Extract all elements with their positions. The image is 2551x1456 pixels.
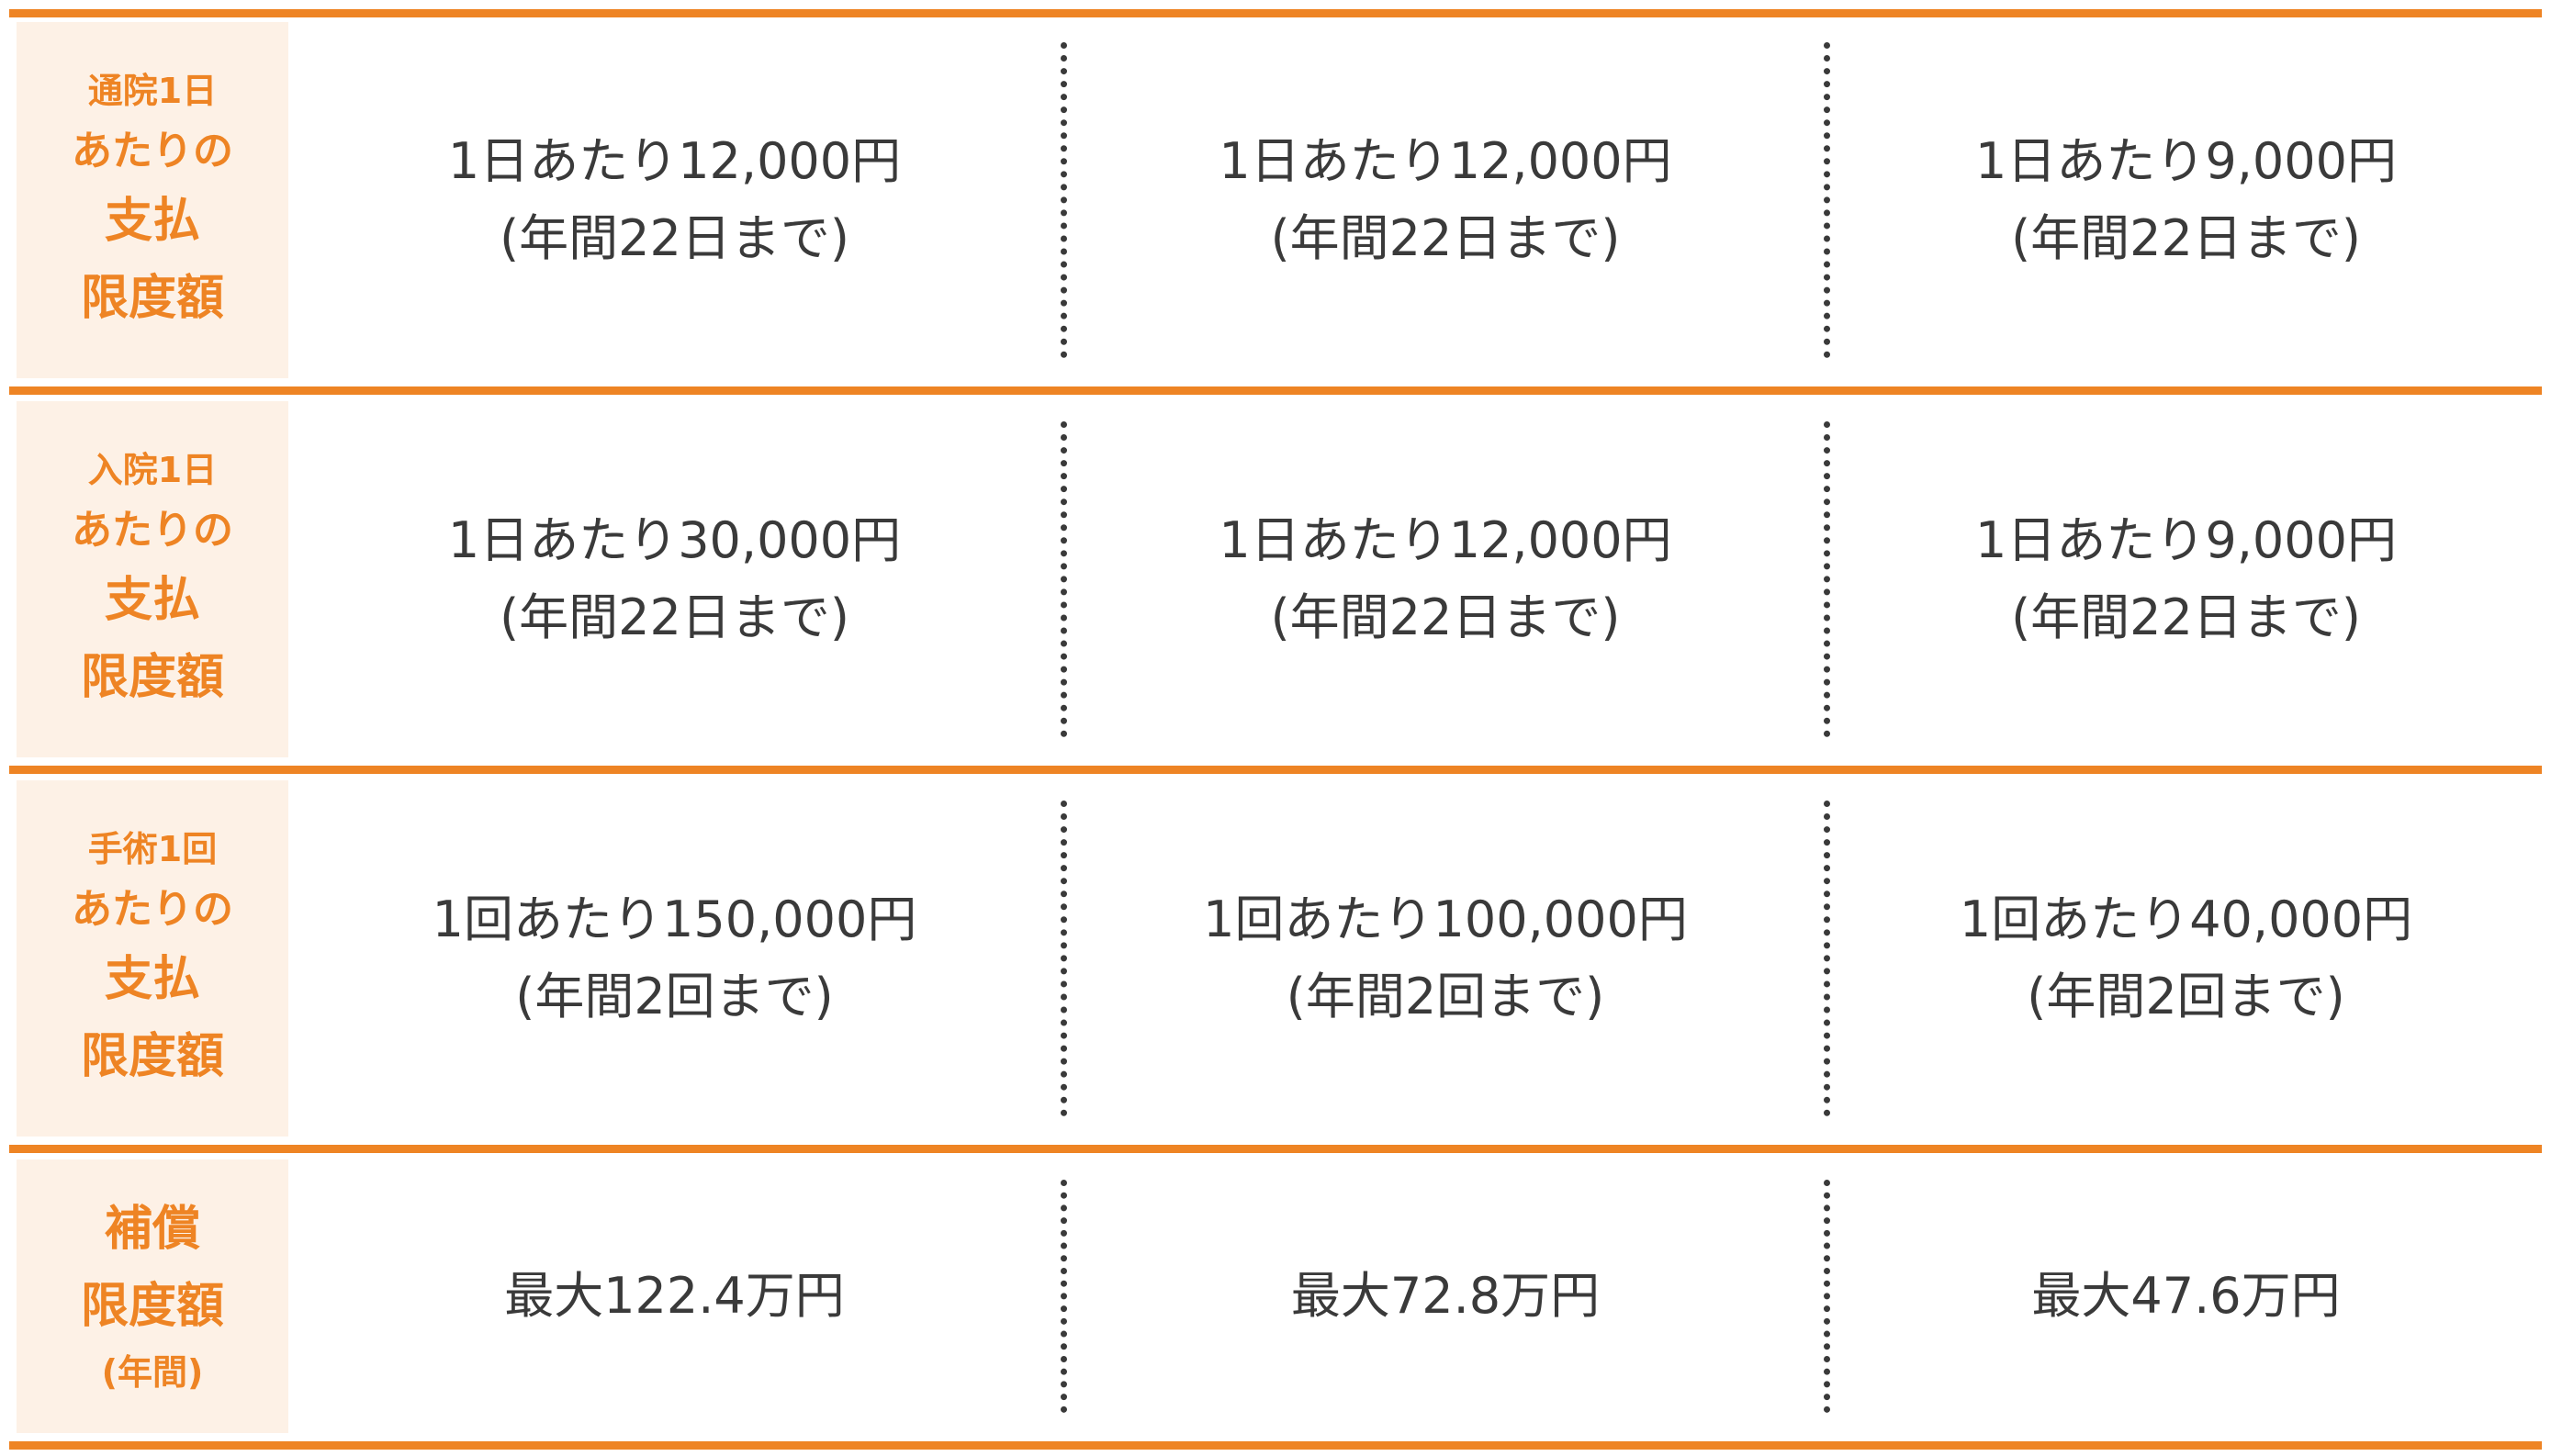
dotted-divider — [1061, 421, 1067, 737]
row-header: 入院1日 あたりの 支払 限度額 — [17, 401, 288, 757]
row-divider — [9, 9, 2542, 17]
row-divider — [9, 1441, 2542, 1450]
table-cell: 最大47.6万円 — [1830, 1159, 2542, 1433]
row-header-line: (年間) — [101, 1351, 204, 1393]
cell-amount: 1回あたり100,000円 — [1203, 890, 1688, 949]
table-cell: 1日あたり9,000円 (年間22日まで) — [1830, 401, 2542, 757]
row-divider — [9, 386, 2542, 395]
table-row-outpatient: 通院1日 あたりの 支払 限度額 1日あたり12,000円 (年間22日まで) 1… — [9, 22, 2542, 378]
dotted-divider — [1061, 801, 1067, 1116]
row-header-line: 限度額 — [80, 1278, 224, 1334]
dotted-divider — [1061, 42, 1067, 358]
cell-limit: (年間2回まで) — [1286, 968, 1605, 1025]
cell-amount: 1日あたり12,000円 — [1219, 132, 1672, 191]
table-cell: 1回あたり100,000円 (年間2回まで) — [1067, 780, 1824, 1137]
table-row-annual-limit: 補償 限度額 (年間) 最大122.4万円 最大72.8万円 最大47.6万円 — [9, 1159, 2542, 1433]
cell-amount: 1日あたり9,000円 — [1975, 132, 2397, 191]
row-header: 補償 限度額 (年間) — [17, 1159, 288, 1433]
row-header-line: 支払 — [104, 952, 200, 1008]
row-header-line: 通院1日 — [87, 71, 218, 112]
cell-limit: (年間22日まで) — [1270, 209, 1621, 267]
cell-limit: (年間22日まで) — [1270, 588, 1621, 646]
row-header-line: 限度額 — [80, 1028, 224, 1084]
cell-amount: 1日あたり12,000円 — [1219, 511, 1672, 570]
table-cell: 1日あたり12,000円 (年間22日まで) — [1067, 401, 1824, 757]
row-header-line: 支払 — [104, 573, 200, 629]
table-row-inpatient: 入院1日 あたりの 支払 限度額 1日あたり30,000円 (年間22日まで) 1… — [9, 401, 2542, 757]
cell-amount: 最大72.8万円 — [1290, 1267, 1601, 1326]
cell-amount: 1日あたり30,000円 — [447, 511, 902, 570]
cell-limit: (年間2回まで) — [2027, 968, 2345, 1025]
row-header-line: 限度額 — [80, 649, 224, 705]
cell-amount: 最大122.4万円 — [504, 1267, 845, 1326]
table-cell: 1日あたり12,000円 (年間22日まで) — [1067, 22, 1824, 378]
dotted-divider — [1061, 1180, 1067, 1413]
row-header-line: 限度額 — [80, 270, 224, 326]
cell-limit: (年間22日まで) — [2011, 209, 2361, 267]
cell-amount: 1日あたり9,000円 — [1975, 511, 2397, 570]
row-header-line: 入院1日 — [87, 450, 218, 491]
cell-amount: 最大47.6万円 — [2031, 1267, 2341, 1326]
table-cell: 1日あたり9,000円 (年間22日まで) — [1830, 22, 2542, 378]
cell-amount: 1回あたり40,000円 — [1959, 890, 2413, 949]
row-header-line: 手術1回 — [87, 829, 218, 870]
dotted-divider — [1824, 1180, 1830, 1413]
row-divider — [9, 1145, 2542, 1153]
row-divider — [9, 766, 2542, 774]
table-row-surgery: 手術1回 あたりの 支払 限度額 1回あたり150,000円 (年間2回まで) 1… — [9, 780, 2542, 1137]
row-header-line: あたりの — [72, 128, 233, 175]
table-cell: 1回あたり40,000円 (年間2回まで) — [1830, 780, 2542, 1137]
row-header-line: 支払 — [104, 194, 200, 250]
dotted-divider — [1824, 42, 1830, 358]
cell-amount: 1回あたり150,000円 — [432, 890, 917, 949]
table-cell: 1日あたり30,000円 (年間22日まで) — [288, 401, 1061, 757]
table-cell: 最大72.8万円 — [1067, 1159, 1824, 1433]
table-cell: 最大122.4万円 — [288, 1159, 1061, 1433]
cell-limit: (年間22日まで) — [2011, 588, 2361, 646]
row-header-line: 補償 — [104, 1202, 200, 1258]
table-cell: 1回あたり150,000円 (年間2回まで) — [288, 780, 1061, 1137]
dotted-divider — [1824, 421, 1830, 737]
row-header: 通院1日 あたりの 支払 限度額 — [17, 22, 288, 378]
row-header-line: あたりの — [72, 507, 233, 554]
cell-limit: (年間22日まで) — [500, 209, 849, 267]
cell-limit: (年間22日まで) — [500, 588, 849, 646]
cell-limit: (年間2回まで) — [515, 968, 834, 1025]
row-header-line: あたりの — [72, 886, 233, 934]
dotted-divider — [1824, 801, 1830, 1116]
table-cell: 1日あたり12,000円 (年間22日まで) — [288, 22, 1061, 378]
cell-amount: 1日あたり12,000円 — [447, 132, 902, 191]
row-header: 手術1回 あたりの 支払 限度額 — [17, 780, 288, 1137]
